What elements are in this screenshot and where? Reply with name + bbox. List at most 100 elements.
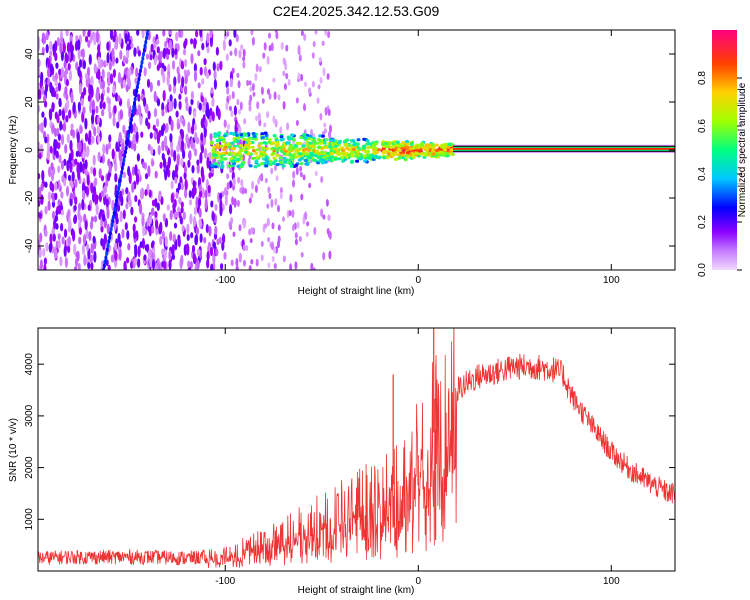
noise-cell [72, 101, 76, 114]
noise-cell [201, 42, 205, 51]
spread-cell [259, 162, 264, 166]
noise-cell [127, 191, 131, 202]
spread-cell [415, 143, 419, 147]
spread-cell [409, 142, 414, 146]
noise-cell [122, 209, 126, 220]
noise-cell [115, 57, 119, 64]
noise-cell [55, 62, 59, 69]
spread-cell [275, 153, 280, 157]
noise-cell [43, 263, 47, 270]
x-tick-label: 0 [415, 275, 421, 286]
noise-cell [44, 100, 48, 108]
spread-cell [230, 159, 235, 163]
noise-cell [266, 217, 270, 227]
noise-cell [306, 221, 310, 227]
noise-cell [277, 224, 281, 231]
noise-cell [45, 31, 49, 41]
noise-cell [156, 64, 160, 71]
noise-cell [134, 216, 138, 223]
noise-cell [118, 240, 122, 248]
noise-cell [47, 67, 51, 78]
noise-cell [91, 113, 95, 125]
noise-cell [242, 56, 246, 62]
noise-cell [93, 126, 97, 137]
noise-cell [270, 198, 274, 208]
spread-cell [448, 152, 453, 156]
noise-cell [73, 204, 77, 212]
noise-cell [302, 174, 306, 181]
noise-cell [219, 204, 223, 217]
spread-cell [264, 158, 269, 162]
noise-cell [198, 218, 202, 227]
noise-cell [250, 30, 254, 36]
noise-cell [168, 30, 172, 35]
spread-cell [335, 151, 340, 155]
noise-cell [154, 170, 158, 179]
noise-cell [43, 257, 48, 265]
noise-cell [118, 151, 122, 162]
spread-cell [357, 147, 362, 151]
spread-cell [441, 151, 446, 155]
spread-cell [252, 134, 257, 138]
tone-cell [107, 239, 111, 244]
noise-cell [83, 233, 87, 246]
tone-cell [127, 129, 131, 135]
tone-cell [133, 96, 137, 102]
spread-cell [393, 147, 398, 151]
noise-cell [109, 30, 114, 40]
colorbar-tick-label: 0.8 [697, 71, 708, 85]
noise-cell [153, 57, 157, 66]
noise-cell [195, 226, 199, 236]
noise-cell [92, 154, 96, 166]
noise-cell [189, 213, 193, 225]
spread-cell [350, 159, 355, 163]
noise-cell [196, 159, 200, 166]
tone-cell [105, 251, 109, 257]
noise-cell [228, 94, 232, 101]
noise-cell [67, 245, 71, 254]
spread-cell [401, 141, 406, 145]
noise-cell [82, 189, 86, 201]
spread-cell [213, 134, 218, 139]
noise-cell [201, 78, 205, 85]
noise-cell [242, 244, 246, 252]
noise-cell [313, 226, 317, 236]
tone-cell [110, 222, 114, 228]
noise-cell [73, 243, 77, 256]
noise-cell [89, 84, 94, 92]
noise-cell [260, 240, 264, 247]
noise-cell [106, 208, 110, 219]
noise-cell [154, 197, 158, 208]
spread-cell [227, 152, 232, 157]
y-tick-label: 40 [24, 48, 35, 60]
noise-cell [223, 32, 227, 40]
noise-cell [178, 196, 182, 205]
noise-cell [170, 192, 174, 204]
spread-cell [400, 144, 405, 148]
spread-cell [222, 140, 226, 144]
noise-cell [54, 192, 58, 201]
noise-cell [141, 30, 145, 39]
noise-cell [76, 131, 80, 143]
noise-cell [316, 97, 320, 104]
noise-cell [184, 59, 188, 68]
noise-cell [238, 252, 242, 263]
tone-cell [130, 117, 133, 122]
spread-cell [212, 145, 216, 149]
noise-cell [96, 91, 100, 103]
noise-cell [106, 173, 111, 182]
noise-cell [285, 72, 289, 80]
noise-cell [38, 68, 41, 77]
spread-cell [289, 156, 294, 160]
noise-cell [162, 157, 167, 169]
noise-cell [92, 167, 97, 177]
spread-cell [242, 137, 247, 141]
spread-cell [237, 152, 242, 156]
noise-cell [117, 71, 121, 84]
spread-cell [242, 146, 247, 150]
tone-cell [138, 72, 142, 78]
noise-cell [116, 121, 120, 129]
noise-cell [130, 261, 134, 269]
noise-cell [204, 189, 208, 199]
spread-cell [285, 141, 290, 145]
